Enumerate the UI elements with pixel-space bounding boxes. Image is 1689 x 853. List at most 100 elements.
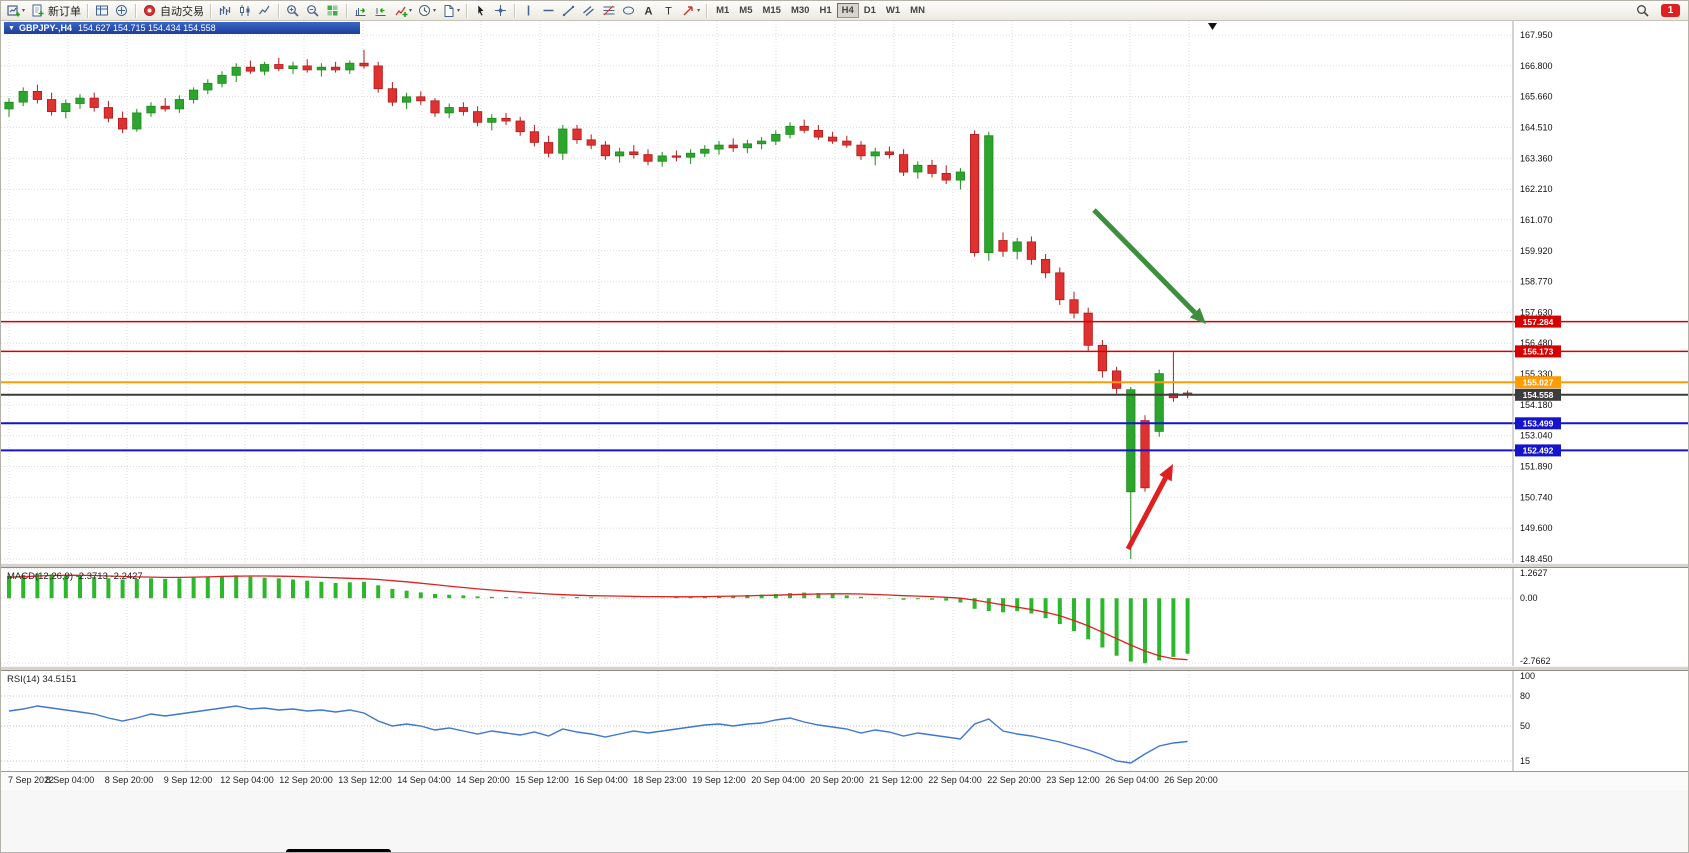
- shapes-button[interactable]: [620, 2, 638, 19]
- panel-separator-macd[interactable]: [1, 563, 1688, 568]
- rsi-indicator-panel[interactable]: 100 80 50 15 RSI(14) 34.5151: [1, 671, 1688, 771]
- time-axis-label: 19 Sep 12:00: [692, 775, 746, 785]
- candlestick-chart-button[interactable]: [236, 2, 254, 19]
- crosshair-button[interactable]: [492, 2, 510, 19]
- macd-indicator-panel[interactable]: 1.2627 0.00 -2.7662 MACD(12,26,9) -2.3713 -…: [1, 568, 1688, 666]
- green-down-arrow[interactable]: [1092, 208, 1206, 324]
- price-chart-panel[interactable]: 167.950 166.800 165.660 164.510 163.360 162.2…: [1, 21, 1689, 564]
- market-watch-button[interactable]: [93, 2, 111, 19]
- time-axis-label: 22 Sep 20:00: [987, 775, 1041, 785]
- timeframe-d1-button[interactable]: D1: [859, 3, 881, 18]
- chart-ohlc-values: 154.627 154.715 154.434 154.558: [77, 23, 216, 33]
- marketwatch-icon: [96, 5, 109, 15]
- notification-badge[interactable]: 1: [1661, 4, 1680, 17]
- time-axis-label: 20 Sep 20:00: [810, 775, 864, 785]
- macd-label: MACD(12,26,9) -2.3713 -2.2427: [7, 571, 143, 582]
- candles: [4, 49, 1193, 559]
- horizontal-lines[interactable]: [1, 320, 1689, 452]
- crosshair-icon: [495, 4, 507, 16]
- clock-icon: [419, 4, 431, 16]
- macd-signal-line: [8, 574, 1188, 661]
- auto-scroll-button[interactable]: [352, 2, 370, 19]
- tile-windows-button[interactable]: [324, 2, 342, 19]
- linechart-icon: [259, 5, 270, 14]
- rsi-line: [8, 705, 1188, 764]
- text-button[interactable]: A: [640, 2, 658, 19]
- chart-title-bar[interactable]: ▼ GBPJPY-,H4 154.627 154.715 154.434 154…: [4, 22, 360, 34]
- toolbar-separator: [87, 3, 90, 18]
- svg-text:157.284: 157.284: [1523, 317, 1554, 327]
- timeframe-h4-button[interactable]: H4: [836, 3, 859, 18]
- svg-text:154.558: 154.558: [1523, 390, 1554, 400]
- svg-text:156.480: 156.480: [1520, 338, 1553, 348]
- vertical-line-button[interactable]: [520, 2, 538, 19]
- line-chart-button[interactable]: [256, 2, 274, 19]
- cursor-icon: [477, 3, 485, 16]
- svg-text:-2.7662: -2.7662: [1520, 656, 1551, 666]
- toolbar-separator: [346, 3, 349, 18]
- horizontal-line-button[interactable]: [540, 2, 558, 19]
- time-axis-label: 8 Sep 04:00: [45, 775, 95, 785]
- shapes-icon: [623, 6, 635, 14]
- search-icon: [1637, 4, 1649, 17]
- time-axis-label: 23 Sep 12:00: [1046, 775, 1100, 785]
- new-order-button[interactable]: 新订单: [29, 2, 83, 19]
- price-tag: [1515, 315, 1561, 328]
- svg-text:T: T: [665, 5, 672, 17]
- red-up-arrow[interactable]: [1125, 464, 1173, 551]
- time-axis-label: 21 Sep 12:00: [869, 775, 923, 785]
- autotrading-icon: [144, 4, 156, 16]
- svg-text:1.2627: 1.2627: [1520, 568, 1548, 578]
- chart-shift-button[interactable]: [372, 2, 390, 19]
- zoomin-icon: [287, 4, 299, 17]
- svg-text:165.660: 165.660: [1520, 92, 1553, 102]
- svg-text:152.492: 152.492: [1523, 446, 1554, 456]
- timeframe-h1-button[interactable]: H1: [814, 3, 836, 18]
- arrowobj-icon: [683, 5, 693, 15]
- toolbar-separator: [278, 3, 281, 18]
- rsi-label: RSI(14) 34.5151: [7, 674, 77, 685]
- time-axis[interactable]: 7 Sep 2022 8 Sep 04:00 8 Sep 20:00 9 Sep 12…: [1, 771, 1688, 790]
- svg-text:154.180: 154.180: [1520, 400, 1553, 410]
- svg-text:162.210: 162.210: [1520, 184, 1553, 194]
- toolbar-separator: [706, 3, 709, 18]
- svg-text:157.630: 157.630: [1520, 307, 1553, 317]
- svg-text:148.450: 148.450: [1520, 554, 1553, 563]
- timeframe-mn-button[interactable]: MN: [905, 3, 930, 18]
- fibonacci-button[interactable]: [600, 2, 618, 19]
- textA-icon: A: [645, 5, 653, 17]
- timeframe-w1-button[interactable]: W1: [881, 3, 905, 18]
- cursor-button[interactable]: [472, 2, 490, 19]
- autotrading-button[interactable]: 自动交易: [141, 2, 206, 19]
- time-axis-label: 9 Sep 12:00: [163, 775, 213, 785]
- vline-icon: [527, 5, 530, 15]
- new-chart-button[interactable]: ▾: [5, 2, 27, 19]
- templates-button[interactable]: ▾: [440, 2, 462, 19]
- taskbar-fragment: [286, 849, 391, 852]
- search-button[interactable]: [1634, 2, 1652, 19]
- panel-separator-rsi[interactable]: [1, 666, 1688, 671]
- zoom-in-button[interactable]: [284, 2, 302, 19]
- timeframe-m5-button[interactable]: M5: [734, 3, 757, 18]
- periods-button[interactable]: ▾: [416, 2, 438, 19]
- arrow-objects[interactable]: [1092, 208, 1206, 551]
- price-tag: [1515, 388, 1561, 401]
- text-label-button[interactable]: T: [660, 2, 678, 19]
- bar-chart-button[interactable]: [216, 2, 234, 19]
- chart-menu-icon[interactable]: ▼: [8, 24, 15, 32]
- timeframe-m15-button[interactable]: M15: [757, 3, 785, 18]
- svg-text:A: A: [645, 5, 653, 17]
- zoom-out-button[interactable]: [304, 2, 322, 19]
- timeframe-m1-button[interactable]: M1: [711, 3, 734, 18]
- equidistant-channel-button[interactable]: [580, 2, 598, 19]
- timeframe-m30-button[interactable]: M30: [786, 3, 814, 18]
- navigator-button[interactable]: [113, 2, 131, 19]
- svg-text:155.027: 155.027: [1523, 377, 1554, 387]
- arrows-button[interactable]: ▾: [680, 2, 702, 19]
- indicators-button[interactable]: ▾: [392, 2, 414, 19]
- chart-symbol-period: GBPJPY-,H4: [18, 23, 72, 33]
- neworder-icon: [32, 4, 44, 16]
- trendline-button[interactable]: [560, 2, 578, 19]
- chart-shift-marker-icon[interactable]: [1208, 23, 1217, 30]
